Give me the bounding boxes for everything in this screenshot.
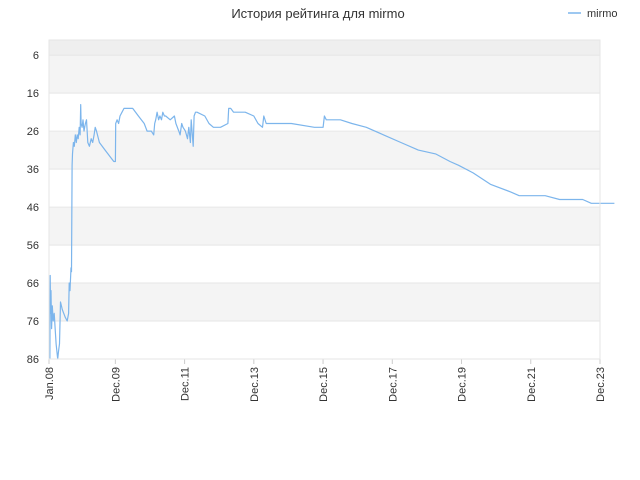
plot-border [48,39,601,360]
x-tick-label: Dec.11 [180,367,192,401]
x-tick-label: Dec.19 [457,367,469,402]
chart-title: История рейтинга для mirmo [231,6,404,21]
series-group [49,103,615,360]
plot-band [49,40,600,56]
legend[interactable]: mirmo [568,8,618,20]
x-tick-label: Dec.13 [249,367,261,402]
x-tick-label: Dec.23 [595,367,607,402]
x-tick-label: Dec.21 [526,367,538,402]
plot-band [49,55,600,94]
plot-band [49,169,600,208]
y-tick-label: 86 [27,354,39,366]
x-tick-label: Dec.15 [318,367,330,402]
y-tick-label: 36 [27,164,39,176]
plot-band [49,207,600,246]
y-tick-label: 6 [33,50,39,62]
series-line-mirmo[interactable] [49,103,615,360]
y-tick-label: 66 [27,278,39,290]
plot-band [49,283,600,322]
x-tick-label: Jan.08 [44,367,56,400]
y-tick-label: 56 [27,240,39,252]
plot-band [49,131,600,170]
plot-band [49,245,600,284]
plot-band [49,321,600,359]
y-tick-label: 26 [27,126,39,138]
legend-label-mirmo: mirmo [587,8,618,20]
y-axis-ticks: 6 16 26 36 46 56 66 76 86 [27,50,39,366]
x-tick-label: Dec.09 [110,367,122,402]
x-axis-ticks: Jan.08 Dec.09 Dec.11 Dec.13 Dec.15 Dec.17 Dec.… [44,359,607,402]
plot-bands [49,40,600,359]
plot-band [49,93,600,132]
y-tick-label: 16 [27,88,39,100]
x-tick-label: Dec.17 [387,367,399,402]
y-tick-label: 76 [27,316,39,328]
y-tick-label: 46 [27,202,39,214]
